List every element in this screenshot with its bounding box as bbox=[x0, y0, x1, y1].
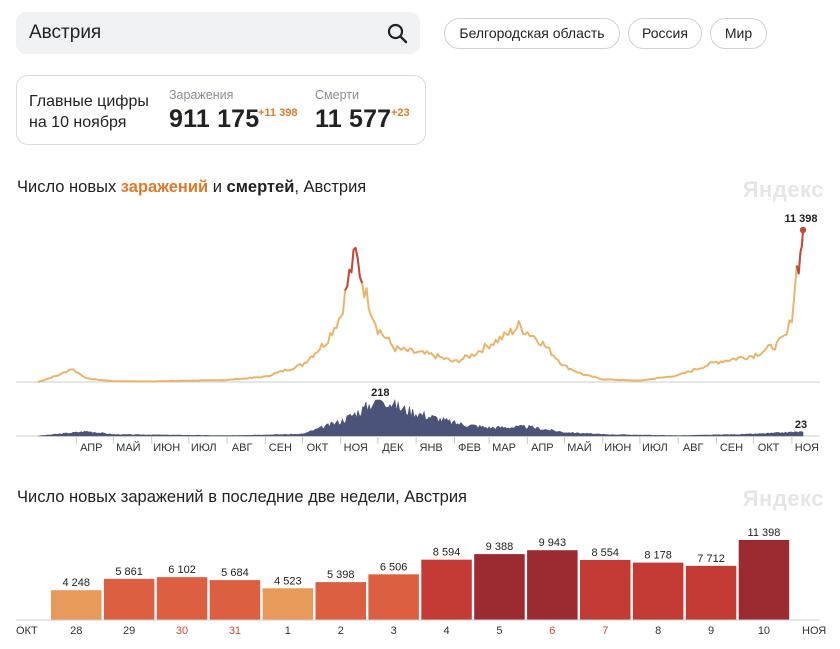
bar bbox=[580, 559, 631, 620]
search-input[interactable]: Австрия bbox=[29, 22, 102, 43]
bar bbox=[103, 578, 155, 620]
x-tick-label: МАР bbox=[492, 442, 516, 454]
x-category-label: 29 bbox=[123, 625, 135, 637]
bar-value-label: 6 506 bbox=[380, 561, 408, 573]
x-category-label: 30 bbox=[176, 625, 188, 637]
deaths-delta: +23 bbox=[391, 107, 410, 119]
bar-value-label: 7 712 bbox=[697, 553, 725, 565]
x-tick-label: ЯНВ bbox=[420, 442, 443, 454]
x-category-label: 28 bbox=[70, 625, 82, 637]
x-category-label: 1 bbox=[285, 625, 291, 637]
region-chip-belgorod[interactable]: Белгородская область bbox=[444, 18, 620, 49]
x-tick-label: ОКТ bbox=[758, 442, 780, 454]
infections-peak-segment bbox=[795, 229, 804, 275]
bar-value-label: 4 248 bbox=[62, 577, 90, 589]
chart2-title: Число новых заражений в последние две не… bbox=[17, 488, 467, 506]
x-tick-label: АПР bbox=[80, 442, 102, 454]
bar bbox=[262, 588, 314, 620]
x-category-label: 6 bbox=[549, 625, 555, 637]
bar-value-label: 4 523 bbox=[274, 575, 302, 587]
summary-card: Главные цифры на 10 ноября Заражения 911… bbox=[16, 75, 426, 145]
bar-value-label: 11 398 bbox=[748, 527, 781, 539]
deaths-area bbox=[37, 398, 804, 437]
deaths-label: Смерти bbox=[315, 88, 359, 102]
bar bbox=[315, 582, 366, 620]
x-month-end-label: НОЯ bbox=[802, 625, 826, 637]
x-category-label: 31 bbox=[229, 625, 241, 637]
summary-title: Главные цифры на 10 ноября bbox=[29, 93, 149, 131]
x-category-label: 2 bbox=[338, 625, 344, 637]
x-tick-label: ДЕК bbox=[382, 442, 404, 454]
x-tick-label: НОЯ bbox=[795, 442, 819, 454]
bar bbox=[632, 562, 684, 620]
bar bbox=[421, 559, 472, 620]
x-tick-label: СЕН bbox=[269, 442, 292, 454]
x-month-start-label: ОКТ bbox=[16, 625, 38, 637]
bar bbox=[474, 554, 525, 620]
bar bbox=[209, 580, 261, 620]
bar-value-label: 8 178 bbox=[644, 550, 672, 562]
x-tick-label: СЕН bbox=[720, 442, 743, 454]
x-tick-label: НОЯ bbox=[344, 442, 368, 454]
bar bbox=[527, 550, 578, 620]
x-category-label: 9 bbox=[708, 625, 714, 637]
deaths-peak-label: 218 bbox=[371, 387, 389, 399]
bar bbox=[685, 565, 737, 620]
bar-value-label: 8 554 bbox=[591, 547, 619, 559]
search-icon[interactable] bbox=[387, 23, 408, 44]
bar bbox=[368, 574, 419, 620]
infections-peak-segment bbox=[344, 246, 364, 291]
x-tick-label: АВГ bbox=[232, 442, 253, 454]
x-category-label: 10 bbox=[758, 625, 770, 637]
bar-value-label: 5 684 bbox=[221, 567, 249, 579]
x-category-label: 5 bbox=[496, 625, 502, 637]
x-tick-label: ОКТ bbox=[307, 442, 329, 454]
deaths-last-label: 23 bbox=[795, 419, 807, 431]
infections-peak-label: 11 398 bbox=[784, 213, 817, 225]
x-tick-label: ИЮЛ bbox=[191, 442, 217, 454]
yandex-watermark-2: Яндекс bbox=[742, 486, 824, 511]
bar-value-label: 5 398 bbox=[327, 569, 355, 581]
bar-value-label: 9 943 bbox=[539, 537, 567, 549]
x-tick-label: АПР bbox=[531, 442, 553, 454]
bar bbox=[156, 577, 208, 620]
infections-peak-point bbox=[799, 226, 807, 234]
x-tick-label: ФЕВ bbox=[458, 442, 481, 454]
infections-delta: +11 398 bbox=[258, 107, 298, 119]
deaths-value: 11 577 bbox=[315, 105, 392, 133]
x-category-label: 3 bbox=[391, 625, 397, 637]
chart1-title: Число новых заражений и смертей, Австрия bbox=[17, 178, 367, 196]
x-category-label: 7 bbox=[602, 625, 608, 637]
x-category-label: 8 bbox=[655, 625, 661, 637]
x-tick-label: ИЮН bbox=[604, 442, 631, 454]
x-tick-label: МАЙ bbox=[567, 441, 591, 454]
infections-value: 911 175 bbox=[169, 105, 260, 133]
bar-value-label: 8 594 bbox=[433, 547, 461, 559]
bar-value-label: 5 861 bbox=[115, 566, 143, 578]
x-category-label: 4 bbox=[443, 625, 449, 637]
bar bbox=[51, 590, 102, 620]
yandex-watermark-1: Яндекс bbox=[742, 177, 824, 202]
bar-value-label: 6 102 bbox=[168, 564, 196, 576]
bar bbox=[738, 540, 790, 620]
x-tick-label: ИЮЛ bbox=[642, 442, 668, 454]
x-tick-label: ИЮН bbox=[153, 442, 180, 454]
timeline-chart: 11 398 218 23 АПР МАЙ ИЮН ИЮЛ АВГ СЕН ОКТ НОЯ ДЕК ЯН… bbox=[16, 213, 820, 454]
region-chip-world[interactable]: Мир bbox=[710, 18, 767, 49]
search-box[interactable]: Австрия bbox=[16, 12, 420, 54]
x-tick-label: АВГ bbox=[683, 442, 704, 454]
region-chip-russia[interactable]: Россия bbox=[628, 18, 702, 49]
bar-value-label: 9 388 bbox=[486, 541, 514, 553]
x-tick-label: МАЙ bbox=[116, 441, 140, 454]
infections-line bbox=[37, 229, 804, 383]
infections-label: Заражения bbox=[169, 88, 234, 102]
